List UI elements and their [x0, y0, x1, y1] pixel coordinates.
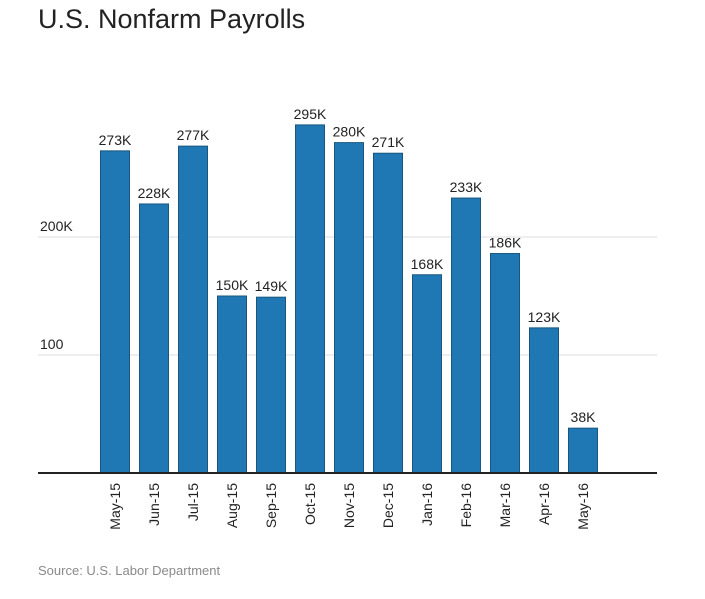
y-tick-label: 100	[40, 336, 64, 352]
data-label: 149K	[255, 278, 288, 294]
bar-jun-15	[139, 203, 169, 474]
data-label: 280K	[333, 124, 366, 140]
x-tick-label: Dec-15	[380, 483, 396, 528]
bar-aug-15	[217, 295, 247, 474]
bar-jul-15	[178, 145, 208, 474]
x-tick-label: Jan-16	[419, 483, 435, 526]
data-label: 273K	[99, 132, 132, 148]
data-label: 168K	[411, 256, 444, 272]
x-tick-label: Oct-15	[302, 483, 318, 525]
bar-mar-16	[490, 253, 520, 474]
x-tick-label: Sep-15	[263, 483, 279, 528]
x-tick-label: Feb-16	[458, 483, 474, 528]
chart-title: U.S. Nonfarm Payrolls	[38, 4, 306, 34]
data-label: 295K	[294, 106, 327, 122]
bar-apr-16	[529, 327, 559, 474]
bar-may-16	[568, 427, 598, 474]
data-label: 277K	[177, 127, 210, 143]
x-tick-label: Apr-16	[536, 483, 552, 525]
data-label: 150K	[216, 277, 249, 293]
data-label: 228K	[138, 185, 171, 201]
x-tick-label: May-15	[107, 483, 123, 530]
x-tick-label: Jul-15	[185, 483, 201, 521]
bar-may-15	[100, 150, 130, 474]
x-tick-label: Mar-16	[497, 483, 513, 528]
chart-source: Source: U.S. Labor Department	[38, 563, 221, 578]
data-label: 38K	[571, 409, 597, 425]
x-tick-label: Nov-15	[341, 483, 357, 528]
data-label: 233K	[450, 179, 483, 195]
bars	[100, 124, 598, 474]
bar-sep-15	[256, 296, 286, 474]
y-axis-ticks: 100 200K	[40, 218, 73, 352]
bar-nov-15	[334, 142, 364, 474]
data-label: 271K	[372, 134, 405, 150]
bar-feb-16	[451, 197, 481, 474]
x-tick-label: May-16	[575, 483, 591, 530]
x-tick-label: Jun-15	[146, 483, 162, 526]
data-label: 186K	[489, 235, 522, 251]
x-axis-categories: May-15 Jun-15 Jul-15 Aug-15 Sep-15 Oct-15 Nov-…	[107, 483, 591, 530]
x-tick-label: Aug-15	[224, 483, 240, 528]
data-labels: 273K 228K 277K 150K 149K 295K 280K 271K 168K 233K…	[99, 106, 596, 425]
bar-dec-15	[373, 152, 403, 474]
y-tick-label: 200K	[40, 218, 73, 234]
bar-oct-15	[295, 124, 325, 474]
data-label: 123K	[528, 309, 561, 325]
bar-jan-16	[412, 274, 442, 474]
